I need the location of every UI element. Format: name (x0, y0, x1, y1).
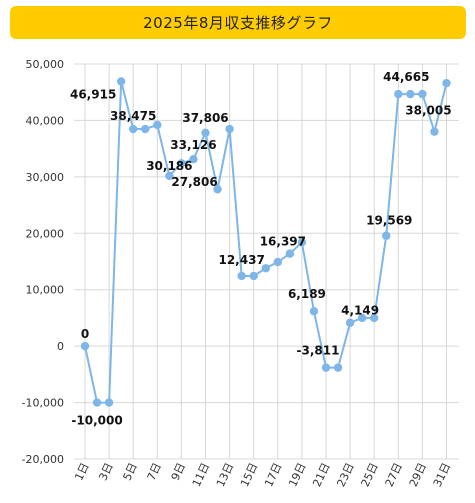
data-label: 0 (81, 327, 89, 341)
x-tick-label: 31日 (431, 461, 453, 489)
data-point (129, 124, 138, 134)
data-point (249, 271, 258, 281)
x-tick-label: 17日 (262, 461, 284, 489)
data-point (104, 398, 114, 407)
data-point (177, 159, 186, 168)
data-point (237, 271, 246, 281)
x-tick-label: 25日 (359, 461, 381, 489)
data-label: -10,000 (71, 414, 122, 428)
data-point (418, 89, 427, 99)
y-tick-label: 40,000 (26, 114, 65, 127)
data-point (141, 124, 150, 134)
data-label: 16,397 (260, 235, 306, 249)
data-point (285, 249, 295, 258)
data-point (153, 120, 162, 130)
data-point (430, 127, 439, 136)
y-tick-label: 20,000 (26, 227, 65, 240)
y-tick-label: 50,000 (26, 58, 65, 71)
data-label: 37,806 (182, 111, 228, 125)
y-tick-label: 10,000 (26, 284, 65, 297)
y-tick-label: -10,000 (22, 397, 64, 410)
data-label: 46,915 (70, 87, 116, 101)
data-point (321, 363, 331, 372)
data-label: 30,186 (146, 159, 192, 173)
x-tick-label: 9日 (169, 461, 188, 483)
data-point (273, 257, 282, 267)
data-label: 38,475 (110, 109, 156, 123)
x-tick-label: 29日 (407, 461, 429, 489)
data-label: 4,149 (341, 304, 379, 318)
x-tick-label: 27日 (383, 461, 405, 489)
y-tick-label: 30,000 (26, 171, 65, 184)
data-point (394, 89, 403, 99)
data-point (80, 341, 90, 351)
x-tick-label: 19日 (286, 461, 308, 489)
data-label: 19,569 (366, 214, 412, 228)
data-point (382, 231, 391, 240)
data-point (116, 77, 126, 86)
data-point (297, 238, 307, 247)
x-tick-label: 1日 (72, 461, 91, 483)
x-tick-label: 5日 (121, 461, 140, 483)
x-tick-label: 15日 (238, 461, 260, 489)
y-tick-label: 0 (57, 340, 64, 353)
data-point (442, 78, 451, 88)
data-point (309, 307, 319, 316)
data-label: 33,126 (170, 138, 216, 152)
chart-title: 2025年8月収支推移グラフ (10, 6, 466, 39)
data-label: 44,665 (383, 70, 429, 84)
data-label: 6,189 (288, 287, 326, 301)
x-tick-label: 23日 (334, 461, 356, 489)
x-tick-label: 13日 (214, 461, 236, 489)
data-point (92, 398, 102, 407)
data-point (345, 318, 355, 327)
data-point (406, 89, 415, 99)
data-label: 12,437 (218, 253, 264, 267)
data-point (165, 171, 174, 181)
data-point (213, 185, 222, 194)
data-point (370, 313, 379, 323)
y-tick-label: -20,000 (22, 453, 64, 466)
data-point (333, 363, 343, 372)
x-tick-label: 21日 (310, 461, 332, 489)
data-label: 27,806 (171, 175, 217, 189)
data-point (189, 155, 198, 164)
data-point (225, 124, 234, 134)
data-label: 38,005 (405, 104, 451, 118)
x-tick-label: 3日 (96, 461, 115, 483)
x-tick-label: 7日 (145, 461, 164, 483)
data-point (357, 313, 367, 323)
x-tick-label: 11日 (190, 461, 212, 489)
data-point (201, 128, 210, 138)
data-point (261, 264, 270, 273)
data-label: -3,811 (297, 344, 340, 358)
